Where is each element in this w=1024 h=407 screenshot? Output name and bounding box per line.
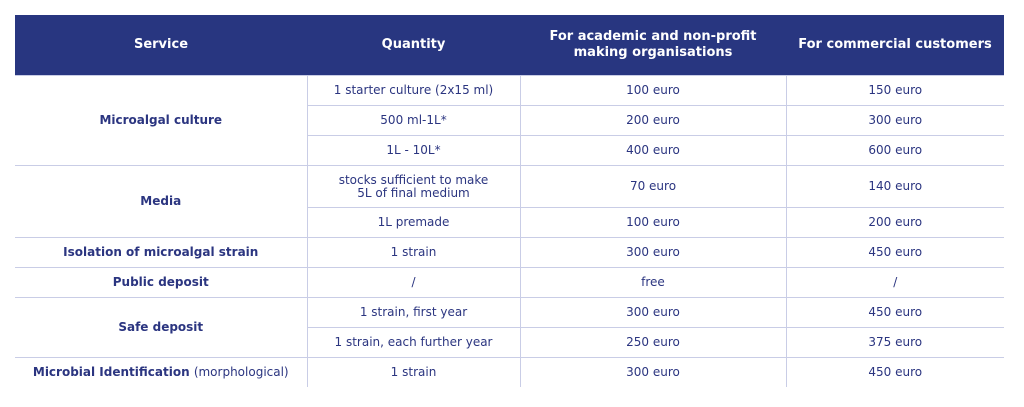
service-cell: Isolation of microalgal strain [15, 237, 307, 268]
table-row: Public deposit / free / [15, 267, 1004, 298]
academic-price-cell: 300 euro [519, 297, 786, 328]
header-commercial: For commercial customers [786, 15, 1004, 76]
service-name: Media [140, 194, 182, 208]
service-cell: Safe deposit [15, 297, 307, 358]
commercial-price-cell: 300 euro [785, 105, 1004, 136]
table-row: 1L - 10L* 400 euro 600 euro [15, 135, 1004, 166]
table-row: Isolation of microalgal strain 1 strain 30… [15, 237, 1004, 268]
service-name: Public deposit [112, 275, 209, 289]
quantity-cell: 1 strain [306, 357, 520, 387]
commercial-price-cell: 450 euro [785, 237, 1004, 268]
service-cell: Media [15, 165, 307, 238]
pricing-table: Service Quantity For academic and non-pr… [15, 15, 1004, 387]
service-name: Microbial Identification [32, 365, 190, 379]
service-cell: Public deposit [15, 267, 307, 298]
header-quantity: Quantity [307, 15, 520, 76]
academic-price-cell: 200 euro [519, 105, 786, 136]
quantity-cell: 500 ml-1L* [306, 105, 520, 136]
table-row: Media stocks sufficient to make 5L of fin… [15, 165, 1004, 238]
commercial-price-cell: 150 euro [785, 75, 1004, 106]
header-row: Service Quantity For academic and non-pr… [15, 15, 1004, 76]
service-cell: Microalgal culture [15, 75, 307, 166]
table-row: 500 ml-1L* 200 euro 300 euro [15, 105, 1004, 136]
quantity-cell: 1L - 10L* [306, 135, 520, 166]
table-row: Microalgal culture 1 starter culture (2x1… [15, 75, 1004, 166]
quantity-cell: 1 strain, first year [306, 297, 520, 328]
service-note: (morphological) [193, 365, 289, 379]
academic-price-cell: 400 euro [519, 135, 786, 166]
quantity-cell: 1 starter culture (2x15 ml) [306, 75, 520, 106]
service-name: Safe deposit [118, 320, 204, 334]
service-name: Isolation of microalgal strain [63, 245, 259, 259]
commercial-price-cell: 450 euro [785, 357, 1004, 387]
quantity-cell: 1 strain [306, 237, 520, 268]
table-row: 1L premade 100 euro 200 euro [15, 207, 1004, 238]
academic-price-cell: 100 euro [519, 75, 786, 106]
academic-price-cell: 300 euro [519, 237, 786, 268]
commercial-price-cell: 140 euro [785, 165, 1004, 208]
header-academic: For academic and non-profit making organ… [520, 15, 786, 76]
commercial-price-cell: 450 euro [785, 297, 1004, 328]
quantity-cell: stocks sufficient to make 5L of final me… [306, 165, 520, 208]
commercial-price-cell: 375 euro [785, 327, 1004, 358]
service-name: Microalgal culture [99, 113, 223, 127]
academic-price-cell: free [519, 267, 786, 298]
quantity-cell: 1L premade [306, 207, 520, 238]
quantity-cell: / [306, 267, 520, 298]
service-cell: Microbial Identification (morphological) [15, 357, 307, 387]
table-row: Safe deposit 1 strain, first year 300 euro… [15, 297, 1004, 358]
commercial-price-cell: / [785, 267, 1004, 298]
table-row: 1 strain, each further year 250 euro 375 e… [15, 327, 1004, 358]
academic-price-cell: 250 euro [519, 327, 786, 358]
header-service: Service [15, 15, 307, 76]
academic-price-cell: 300 euro [519, 357, 786, 387]
commercial-price-cell: 600 euro [785, 135, 1004, 166]
academic-price-cell: 100 euro [519, 207, 786, 238]
academic-price-cell: 70 euro [519, 165, 786, 208]
commercial-price-cell: 200 euro [785, 207, 1004, 238]
quantity-cell: 1 strain, each further year [306, 327, 520, 358]
table-row: Microbial Identification (morphological)… [15, 357, 1004, 387]
